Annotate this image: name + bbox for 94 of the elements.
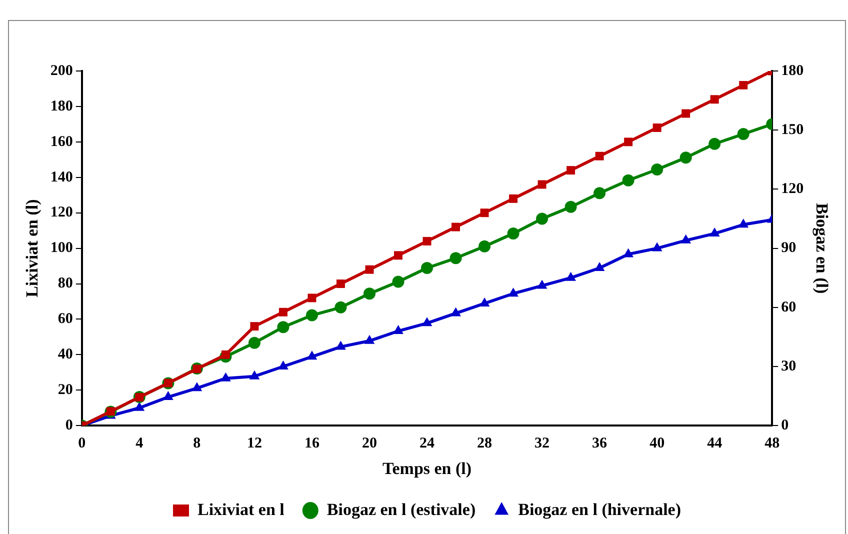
point <box>623 248 634 258</box>
point <box>478 240 491 252</box>
y-tick-label: 140 <box>50 169 73 186</box>
point <box>480 208 489 218</box>
point <box>682 109 690 118</box>
x-axis-title: Temps en (l) <box>382 459 472 478</box>
y2-tick-label: 150 <box>781 122 804 138</box>
point <box>278 360 288 370</box>
point <box>680 234 692 244</box>
point <box>564 200 577 213</box>
x-tick-label: 24 <box>420 435 435 452</box>
point <box>680 152 692 164</box>
point <box>248 336 260 349</box>
point <box>594 262 605 271</box>
point <box>708 138 721 150</box>
point <box>250 322 259 331</box>
point <box>336 340 346 350</box>
point <box>508 288 518 297</box>
point <box>452 222 460 232</box>
y2-axis-title: Biogaz en (l) <box>812 202 832 294</box>
x-tick-label: 0 <box>78 435 86 452</box>
point <box>509 194 518 203</box>
point <box>538 180 546 189</box>
point <box>220 372 231 382</box>
point <box>536 212 548 225</box>
y-tick-label: 40 <box>58 346 73 363</box>
x-tick-label: 16 <box>304 435 320 452</box>
point <box>306 309 318 322</box>
point <box>306 350 318 360</box>
point <box>334 301 347 314</box>
point <box>422 317 432 326</box>
legend-label: Biogaz en l (estivale) <box>326 500 476 519</box>
point <box>421 262 433 274</box>
y2-tick-label: 90 <box>781 240 796 256</box>
point <box>624 138 633 146</box>
point <box>507 228 520 240</box>
point <box>566 166 576 175</box>
x-tick-label: 44 <box>707 435 723 452</box>
point <box>192 382 202 392</box>
y2-tick-label: 60 <box>781 299 796 316</box>
point <box>622 174 634 186</box>
x-tick-label: 28 <box>477 435 492 452</box>
point <box>710 95 719 104</box>
point <box>566 272 576 281</box>
point <box>392 276 404 288</box>
x-tick-label: 48 <box>764 435 780 452</box>
point <box>365 265 374 274</box>
point <box>308 294 316 302</box>
y-tick-label: 80 <box>58 276 73 292</box>
point <box>479 297 490 306</box>
point <box>738 218 749 228</box>
point <box>336 280 345 288</box>
point <box>739 80 748 90</box>
point <box>278 308 288 316</box>
legend-label: Biogaz en l (hivernale) <box>518 500 682 519</box>
y-tick-label: 120 <box>50 204 73 221</box>
x-tick-label: 32 <box>534 435 550 452</box>
point <box>652 242 662 252</box>
point <box>134 402 145 411</box>
point <box>249 370 260 380</box>
y2-tick-label: 120 <box>781 181 804 198</box>
point <box>595 152 604 160</box>
point <box>450 307 461 316</box>
y-axis-title: Lixiviat en (l) <box>22 199 42 298</box>
y-tick-label: 100 <box>50 240 73 256</box>
point <box>536 280 548 289</box>
y2-tick-label: 180 <box>781 62 804 79</box>
x-tick-label: 12 <box>246 435 262 452</box>
point <box>393 325 404 334</box>
point <box>709 228 720 237</box>
point <box>277 321 290 334</box>
point <box>394 251 402 260</box>
point <box>737 128 750 140</box>
y-tick-label: 160 <box>50 134 73 150</box>
y2-tick-label: 0 <box>781 417 789 434</box>
x-tick-label: 4 <box>136 435 144 452</box>
point <box>364 334 375 344</box>
point <box>594 187 606 200</box>
y-tick-label: 200 <box>50 62 73 79</box>
point <box>651 164 664 176</box>
x-tick-label: 8 <box>193 435 201 452</box>
x-tick-label: 40 <box>650 435 665 452</box>
x-tick-label: 36 <box>592 435 608 452</box>
y2-tick-label: 30 <box>781 358 796 374</box>
y-tick-label: 180 <box>50 98 73 114</box>
point <box>363 288 376 300</box>
y-tick-label: 20 <box>58 382 73 398</box>
legend-label: Lixiviat en l <box>198 500 285 519</box>
point <box>652 123 662 132</box>
x-tick-label: 20 <box>362 435 377 452</box>
y-tick-label: 0 <box>65 417 73 434</box>
point <box>450 252 462 264</box>
point <box>422 236 432 246</box>
y-tick-label: 60 <box>58 311 73 328</box>
